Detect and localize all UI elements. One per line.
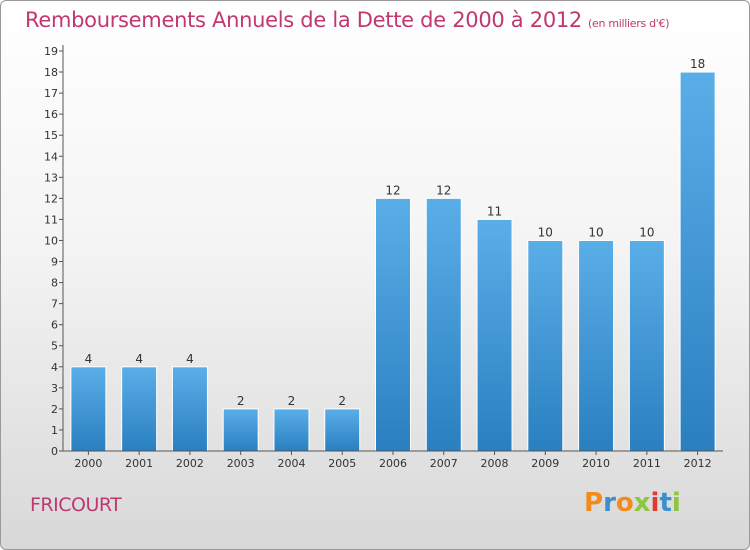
y-tick-label: 13 <box>44 171 58 184</box>
y-tick-label: 0 <box>51 445 58 458</box>
chart-title: Remboursements Annuels de la Dette de 20… <box>25 8 669 32</box>
bar-2012 <box>679 71 716 452</box>
bar-2000 <box>70 366 107 452</box>
y-tick-label: 4 <box>51 361 58 374</box>
y-tick-label: 12 <box>44 192 58 205</box>
x-tick-label: 2004 <box>277 457 305 470</box>
bar-2011 <box>628 239 665 452</box>
x-tick-label: 2007 <box>430 457 458 470</box>
x-tick-label: 2000 <box>74 457 102 470</box>
x-tick-label: 2008 <box>481 457 509 470</box>
y-tick-label: 10 <box>44 234 58 247</box>
y-tick-label: 2 <box>51 403 58 416</box>
commune-name: FRICOURT <box>30 494 122 516</box>
bar-value-label: 10 <box>639 225 654 239</box>
bar-value-label: 2 <box>237 394 245 408</box>
bar-2005 <box>324 408 361 452</box>
y-tick-label: 16 <box>44 108 58 121</box>
y-tick-label: 14 <box>44 150 58 163</box>
x-tick-label: 2003 <box>227 457 255 470</box>
logo-letter: r <box>603 488 616 518</box>
bar-value-label: 2 <box>338 394 346 408</box>
bar-2003 <box>222 408 259 452</box>
y-tick-label: 15 <box>44 129 58 142</box>
logo-letter: i <box>650 488 660 518</box>
title-text: Remboursements Annuels de la Dette de 20… <box>25 8 582 32</box>
y-tick-label: 11 <box>44 213 58 226</box>
bar-value-label: 2 <box>288 394 296 408</box>
bar-2008 <box>476 218 513 452</box>
bars-group: 4 4 4 2 2 2 12 12 11 10 10 10 18 <box>70 57 716 452</box>
bar-2001 <box>121 366 158 452</box>
logo-letter: P <box>584 488 604 518</box>
x-axis: 2000 2001 2002 2003 2004 2005 2006 2007 2008 2009… <box>63 450 723 470</box>
proxiti-logo[interactable]: Proxiti <box>584 488 681 518</box>
y-tick-label: 6 <box>51 319 58 332</box>
y-tick-label: 7 <box>51 298 58 311</box>
bar-2002 <box>171 366 208 452</box>
logo-letter: o <box>615 488 634 518</box>
bar-value-label: 10 <box>538 225 553 239</box>
bar-2009 <box>527 239 564 452</box>
x-tick-label: 2009 <box>531 457 559 470</box>
bar-value-label: 18 <box>690 57 705 71</box>
bar-2010 <box>578 239 615 452</box>
logo-letter: i <box>671 488 681 518</box>
y-tick-label: 19 <box>44 45 58 58</box>
logo-letter: t <box>659 488 672 518</box>
y-tick-label: 3 <box>51 382 58 395</box>
y-tick-label: 8 <box>51 277 58 290</box>
y-tick-label: 5 <box>51 340 58 353</box>
y-tick-label: 17 <box>44 87 58 100</box>
bar-value-label: 4 <box>186 352 194 366</box>
x-tick-label: 2010 <box>582 457 610 470</box>
y-tick-label: 9 <box>51 256 58 269</box>
bar-value-label: 4 <box>85 352 93 366</box>
bar-value-label: 10 <box>588 225 603 239</box>
bar-2007 <box>425 197 462 452</box>
y-tick-label: 18 <box>44 66 58 79</box>
bar-value-label: 4 <box>135 352 143 366</box>
bar-value-label: 12 <box>385 183 400 197</box>
x-tick-label: 2002 <box>176 457 204 470</box>
x-tick-label: 2005 <box>328 457 356 470</box>
x-tick-label: 2006 <box>379 457 407 470</box>
x-tick-label: 2011 <box>633 457 661 470</box>
x-tick-label: 2012 <box>684 457 712 470</box>
logo-letter: x <box>633 488 651 518</box>
y-tick-label: 1 <box>51 424 58 437</box>
unit-label: (en milliers d'€) <box>588 17 670 30</box>
x-tick-label: 2001 <box>125 457 153 470</box>
bar-2006 <box>375 197 411 452</box>
bar-2004 <box>273 408 310 452</box>
bar-value-label: 12 <box>436 183 451 197</box>
bar-value-label: 11 <box>487 204 502 218</box>
